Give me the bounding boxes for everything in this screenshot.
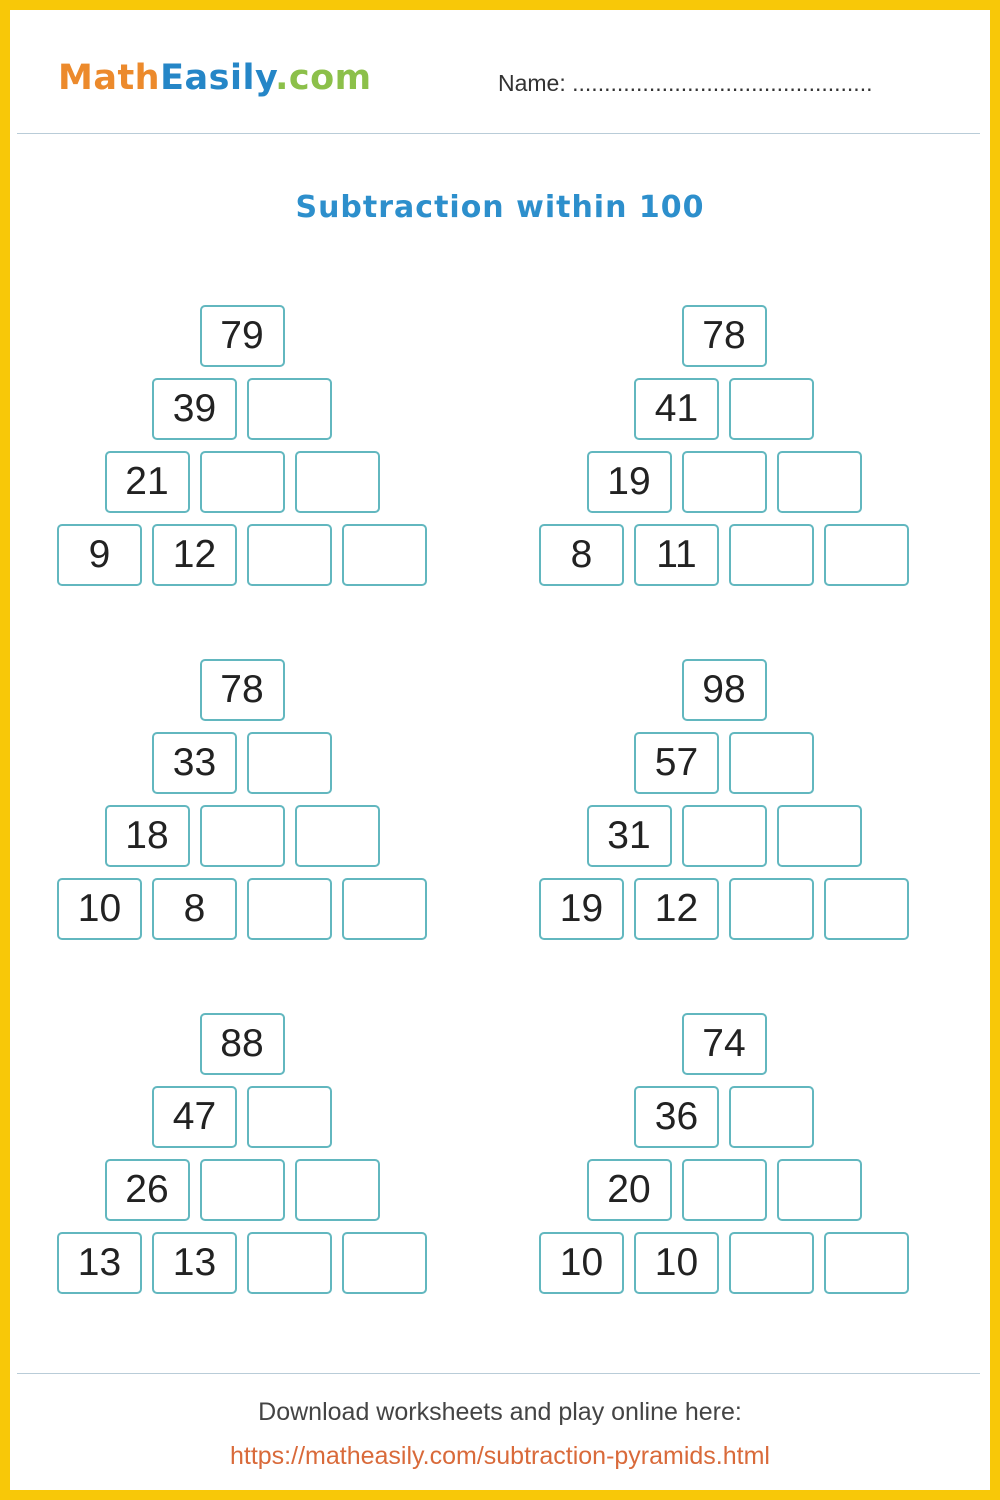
number-box: 11 bbox=[634, 524, 719, 586]
answer-box[interactable] bbox=[729, 878, 814, 940]
name-dots: ........................................… bbox=[572, 70, 873, 96]
answer-box[interactable] bbox=[247, 524, 332, 586]
number-box: 8 bbox=[152, 878, 237, 940]
answer-box[interactable] bbox=[342, 1232, 427, 1294]
footer-divider bbox=[17, 1373, 980, 1374]
answer-box[interactable] bbox=[199, 1159, 285, 1221]
answer-box[interactable] bbox=[729, 1232, 814, 1294]
answer-box[interactable] bbox=[247, 1086, 332, 1148]
number-box: 12 bbox=[634, 878, 719, 940]
answer-box[interactable] bbox=[729, 378, 814, 440]
number-box: 9 bbox=[57, 524, 142, 586]
number-box: 13 bbox=[152, 1232, 237, 1294]
answer-box[interactable] bbox=[247, 732, 332, 794]
answer-box[interactable] bbox=[824, 524, 909, 586]
matheasily-logo: MathEasily.com bbox=[58, 58, 372, 98]
answer-box[interactable] bbox=[824, 1232, 909, 1294]
answer-box[interactable] bbox=[776, 451, 862, 513]
footer-link[interactable]: https://matheasily.com/subtraction-pyram… bbox=[229, 1442, 770, 1470]
name-label: Name: bbox=[498, 70, 566, 96]
number-box: 78 bbox=[199, 659, 285, 721]
number-box: 98 bbox=[681, 659, 767, 721]
number-box: 13 bbox=[57, 1232, 142, 1294]
number-box: 19 bbox=[539, 878, 624, 940]
answer-box[interactable] bbox=[729, 524, 814, 586]
answer-box[interactable] bbox=[729, 732, 814, 794]
answer-box[interactable] bbox=[199, 451, 285, 513]
logo-math: Math bbox=[58, 58, 161, 98]
number-box: 33 bbox=[152, 732, 237, 794]
answer-box[interactable] bbox=[681, 451, 767, 513]
number-box: 31 bbox=[586, 805, 672, 867]
answer-box[interactable] bbox=[776, 1159, 862, 1221]
answer-box[interactable] bbox=[681, 1159, 767, 1221]
number-box: 10 bbox=[57, 878, 142, 940]
answer-box[interactable] bbox=[294, 1159, 380, 1221]
number-box: 10 bbox=[634, 1232, 719, 1294]
header-divider bbox=[17, 133, 980, 134]
number-box: 26 bbox=[104, 1159, 190, 1221]
answer-box[interactable] bbox=[681, 805, 767, 867]
number-box: 88 bbox=[199, 1013, 285, 1075]
number-box: 39 bbox=[152, 378, 237, 440]
number-box: 21 bbox=[104, 451, 190, 513]
answer-box[interactable] bbox=[342, 524, 427, 586]
number-box: 79 bbox=[199, 305, 285, 367]
answer-box[interactable] bbox=[247, 1232, 332, 1294]
number-box: 19 bbox=[586, 451, 672, 513]
answer-box[interactable] bbox=[824, 878, 909, 940]
logo-com: .com bbox=[275, 58, 372, 98]
logo-easily: Easily bbox=[160, 58, 276, 98]
number-box: 41 bbox=[634, 378, 719, 440]
number-box: 18 bbox=[104, 805, 190, 867]
answer-box[interactable] bbox=[199, 805, 285, 867]
worksheet-title: Subtraction within 100 bbox=[295, 190, 705, 225]
number-box: 57 bbox=[634, 732, 719, 794]
answer-box[interactable] bbox=[729, 1086, 814, 1148]
name-field[interactable]: Name: ..................................… bbox=[498, 70, 872, 97]
footer-text: Download worksheets and play online here… bbox=[258, 1398, 742, 1426]
number-box: 78 bbox=[681, 305, 767, 367]
number-box: 47 bbox=[152, 1086, 237, 1148]
answer-box[interactable] bbox=[294, 805, 380, 867]
answer-box[interactable] bbox=[247, 378, 332, 440]
number-box: 74 bbox=[681, 1013, 767, 1075]
number-box: 12 bbox=[152, 524, 237, 586]
number-box: 10 bbox=[539, 1232, 624, 1294]
answer-box[interactable] bbox=[294, 451, 380, 513]
answer-box[interactable] bbox=[342, 878, 427, 940]
answer-box[interactable] bbox=[776, 805, 862, 867]
number-box: 8 bbox=[539, 524, 624, 586]
number-box: 20 bbox=[586, 1159, 672, 1221]
answer-box[interactable] bbox=[247, 878, 332, 940]
number-box: 36 bbox=[634, 1086, 719, 1148]
